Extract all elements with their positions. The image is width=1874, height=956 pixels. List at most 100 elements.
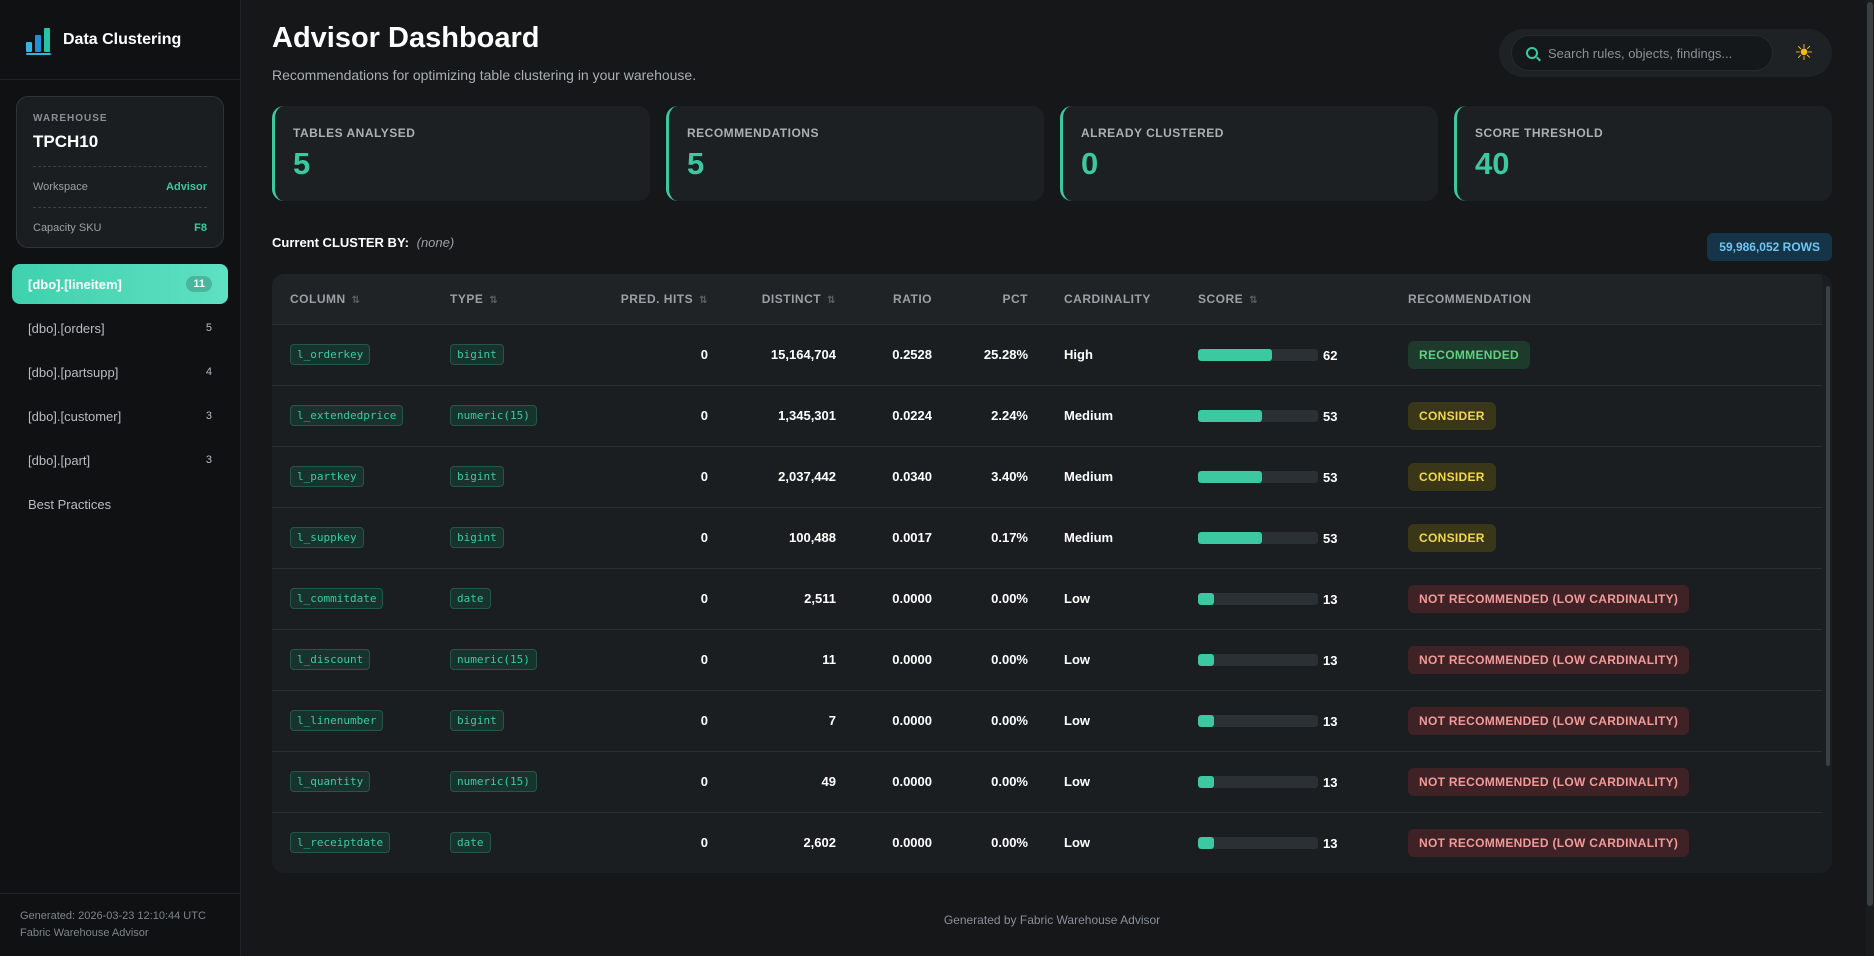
table-row[interactable]: l_discount numeric(15) 0 11 0.0000 0.00% Low 13… bbox=[272, 629, 1822, 691]
cell-cardinality: Low bbox=[1050, 690, 1198, 752]
nav-item-lineitem[interactable]: [dbo].[lineitem] 11 bbox=[12, 264, 228, 304]
cell-cardinality: Low bbox=[1064, 835, 1090, 851]
column-name-chip: l_receiptdate bbox=[290, 832, 391, 854]
cell-type: numeric(15) bbox=[450, 751, 572, 813]
nav-item-label: [dbo].[customer] bbox=[28, 408, 122, 424]
stat-value: 5 bbox=[687, 146, 705, 181]
stat-tables-analysed: TABLES ANALYSED 5 bbox=[272, 106, 650, 201]
table-row[interactable]: l_quantity numeric(15) 0 49 0.0000 0.00% Low 13… bbox=[272, 751, 1822, 813]
sort-icon: ⇅ bbox=[489, 294, 499, 306]
cell-type: numeric(15) bbox=[450, 385, 572, 447]
col-header-pred-hits[interactable]: PRED. HITS ⇅ bbox=[572, 274, 726, 325]
cell-pred-hits: 0 bbox=[572, 751, 726, 813]
score-value: 13 bbox=[1323, 835, 1338, 851]
cell-distinct: 11 bbox=[726, 629, 854, 691]
column-name-chip: l_extendedprice bbox=[290, 405, 404, 426]
cell-pct: 0.00% bbox=[950, 690, 1050, 752]
table-row[interactable]: l_suppkey bigint 0 100,488 0.0017 0.17% Medium… bbox=[272, 507, 1822, 569]
col-header-score[interactable]: SCORE ⇅ bbox=[1198, 274, 1408, 325]
cell-recommendation: NOT RECOMMENDED (LOW CARDINALITY) bbox=[1408, 568, 1822, 630]
cell-score: 53 bbox=[1198, 507, 1408, 569]
column-name-chip: l_discount bbox=[290, 649, 371, 670]
cell-pct: 25.28% bbox=[950, 324, 1050, 386]
score-bar bbox=[1198, 715, 1318, 728]
brand[interactable]: Data Clustering bbox=[0, 0, 240, 80]
stat-label: TABLES ANALYSED bbox=[293, 126, 416, 140]
type-chip: date bbox=[450, 832, 491, 854]
cell-column: l_discount bbox=[272, 629, 450, 691]
nav-item-partsupp[interactable]: [dbo].[partsupp] 4 bbox=[12, 352, 228, 392]
stat-label: SCORE THRESHOLD bbox=[1475, 126, 1604, 140]
sort-icon: ⇅ bbox=[699, 294, 708, 306]
table-row[interactable]: l_extendedprice numeric(15) 0 1,345,301 0.02… bbox=[272, 385, 1822, 447]
cell-recommendation: CONSIDER bbox=[1408, 446, 1822, 508]
recommendation-badge: CONSIDER bbox=[1408, 401, 1496, 430]
nav-item-best-practices[interactable]: Best Practices bbox=[12, 484, 228, 524]
table-header-row: COLUMN ⇅ TYPE ⇅ PRED. HITS ⇅ DISTINCT ⇅ RATI… bbox=[272, 274, 1822, 325]
cell-score: 13 bbox=[1198, 568, 1408, 630]
type-chip: bigint bbox=[450, 466, 504, 487]
score-value: 53 bbox=[1323, 530, 1338, 546]
nav-item-label: Best Practices bbox=[28, 496, 112, 512]
col-header-type[interactable]: TYPE ⇅ bbox=[450, 274, 572, 325]
page-scrollbar[interactable] bbox=[1866, 0, 1874, 956]
recommendation-badge: NOT RECOMMENDED (LOW CARDINALITY) bbox=[1408, 584, 1690, 613]
nav-item-label: [dbo].[lineitem] bbox=[28, 276, 122, 292]
warehouse-name: TPCH10 bbox=[33, 132, 207, 167]
table-row[interactable]: l_partkey bigint 0 2,037,442 0.0340 3.40% Medi… bbox=[272, 446, 1822, 508]
sort-icon: ⇅ bbox=[827, 294, 836, 306]
cell-type: date bbox=[450, 812, 572, 873]
table-row[interactable]: l_receiptdate date 0 2,602 0.0000 0.00% Low 13 N… bbox=[272, 812, 1822, 873]
table-scrollbar[interactable] bbox=[1826, 286, 1830, 766]
cell-cardinality: Low bbox=[1050, 751, 1198, 813]
search-input[interactable] bbox=[1548, 45, 1758, 61]
nav-item-orders[interactable]: [dbo].[orders] 5 bbox=[12, 308, 228, 348]
recommendation-badge: NOT RECOMMENDED (LOW CARDINALITY) bbox=[1408, 767, 1690, 796]
column-name-chip: l_suppkey bbox=[290, 527, 364, 548]
score-bar-fill bbox=[1198, 776, 1214, 789]
cell-cardinality: Medium bbox=[1050, 385, 1198, 447]
score-bar-fill bbox=[1198, 532, 1262, 545]
score-bar-fill bbox=[1198, 715, 1214, 728]
score-value: 13 bbox=[1323, 713, 1338, 729]
stat-label: ALREADY CLUSTERED bbox=[1081, 126, 1224, 140]
recommendation-badge: NOT RECOMMENDED (LOW CARDINALITY) bbox=[1408, 645, 1690, 674]
nav-item-customer[interactable]: [dbo].[customer] 3 bbox=[12, 396, 228, 436]
col-header-distinct[interactable]: DISTINCT ⇅ bbox=[726, 274, 854, 325]
col-header-column[interactable]: COLUMN ⇅ bbox=[272, 274, 450, 325]
cell-column: l_receiptdate bbox=[272, 812, 450, 873]
cell-ratio: 0.0000 bbox=[892, 835, 932, 851]
cell-ratio: 0.0000 bbox=[854, 690, 950, 752]
recommendation-badge: CONSIDER bbox=[1408, 523, 1496, 552]
score-bar bbox=[1198, 349, 1318, 362]
table-nav: [dbo].[lineitem] 11 [dbo].[orders] 5 [db… bbox=[12, 264, 228, 528]
table-row[interactable]: l_commitdate date 0 2,511 0.0000 0.00% Low 13 NO… bbox=[272, 568, 1822, 630]
score-bar bbox=[1198, 593, 1318, 606]
page-subtitle: Recommendations for optimizing table clu… bbox=[272, 67, 697, 83]
cell-cardinality: Low bbox=[1050, 629, 1198, 691]
cell-pct: 0.00% bbox=[950, 751, 1050, 813]
cell-recommendation: RECOMMENDED bbox=[1408, 324, 1822, 386]
cell-distinct: 100,488 bbox=[726, 507, 854, 569]
stat-value: 5 bbox=[293, 146, 311, 181]
cell-type: bigint bbox=[450, 690, 572, 752]
table-row[interactable]: l_orderkey bigint 0 15,164,704 0.2528 25.28% H… bbox=[272, 324, 1822, 386]
recommendation-badge: RECOMMENDED bbox=[1408, 340, 1530, 369]
cell-type: bigint bbox=[450, 446, 572, 508]
nav-item-label: [dbo].[partsupp] bbox=[28, 364, 119, 380]
score-bar bbox=[1198, 776, 1318, 789]
table-row[interactable]: l_linenumber bigint 0 7 0.0000 0.00% Low 13 NOT … bbox=[272, 690, 1822, 752]
score-value: 62 bbox=[1323, 347, 1338, 363]
cell-distinct: 2,602 bbox=[803, 835, 836, 851]
cell-recommendation: NOT RECOMMENDED (LOW CARDINALITY) bbox=[1408, 629, 1822, 691]
column-name-chip: l_orderkey bbox=[290, 344, 371, 365]
stat-value: 40 bbox=[1475, 146, 1510, 181]
nav-item-part[interactable]: [dbo].[part] 3 bbox=[12, 440, 228, 480]
theme-toggle-button[interactable]: ☀ bbox=[1790, 39, 1818, 67]
page-scrollbar-thumb[interactable] bbox=[1867, 2, 1873, 906]
cell-ratio: 0.0000 bbox=[854, 751, 950, 813]
search-box[interactable] bbox=[1511, 35, 1773, 71]
cell-distinct: 49 bbox=[726, 751, 854, 813]
cell-recommendation: CONSIDER bbox=[1408, 507, 1822, 569]
cell-column: l_orderkey bbox=[272, 324, 450, 386]
